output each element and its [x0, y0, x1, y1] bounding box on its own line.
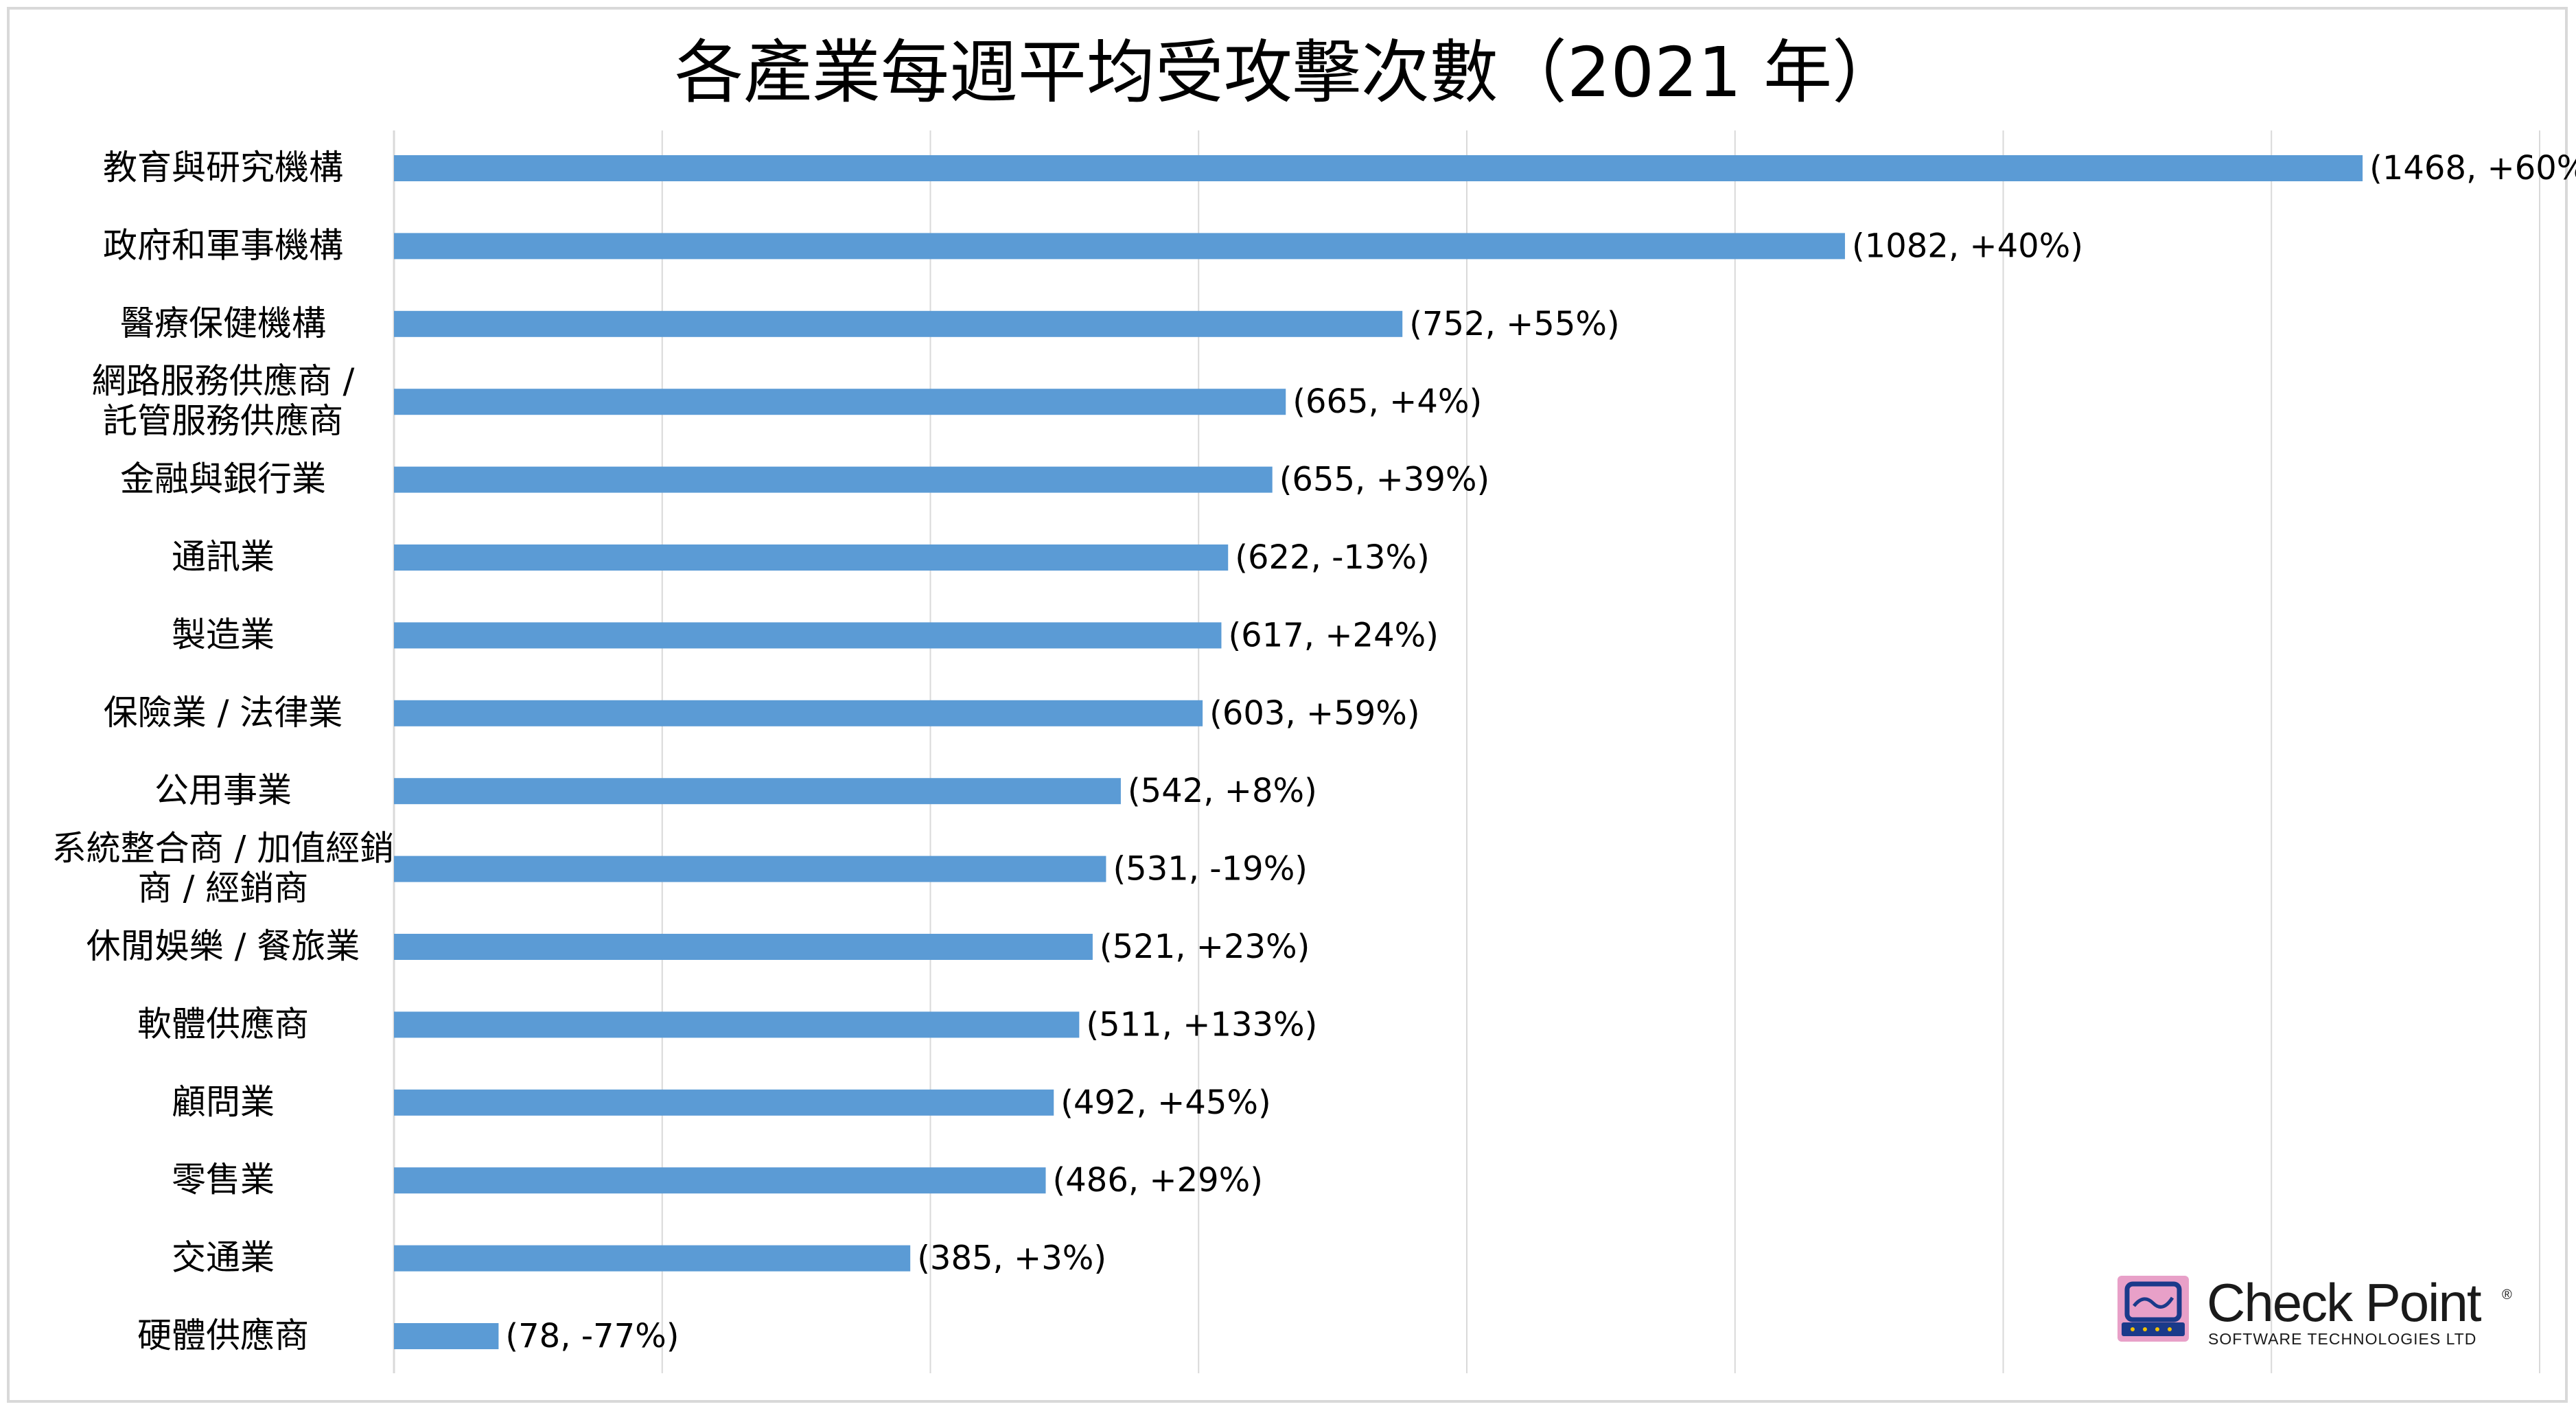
bar: [394, 934, 1093, 960]
category-label: 硬體供應商: [137, 1316, 309, 1355]
bar: [394, 700, 1203, 726]
category-label: 醫療保健機構: [120, 303, 326, 343]
bar: [394, 778, 1121, 805]
bar: [394, 1167, 1046, 1194]
logo-tagline: SOFTWARE TECHNOLOGIES LTD: [2208, 1330, 2476, 1348]
data-label: (603, +59%): [1209, 694, 1420, 733]
data-label: (531, -19%): [1113, 850, 1308, 888]
data-label: (752, +55%): [1409, 305, 1620, 343]
bar: [394, 1089, 1054, 1116]
bar: [394, 155, 2363, 181]
data-label: (492, +45%): [1060, 1083, 1271, 1122]
data-label: (622, -13%): [1235, 538, 1430, 577]
chart-title: 各產業每週平均受攻擊次數（2021 年）: [675, 32, 1901, 113]
check-point-logo-icon: [2117, 1276, 2189, 1342]
category-label: 軟體供應商: [137, 1004, 309, 1044]
data-label: (78, -77%): [505, 1317, 679, 1355]
data-labels: (1468, +60%) (1082, +40%) (752, +55%) (665,…: [505, 149, 2576, 1355]
data-label: (486, +29%): [1053, 1161, 1264, 1200]
category-label: 教育與研究機構: [103, 148, 343, 187]
bar: [394, 1245, 911, 1272]
bar: [394, 233, 1845, 260]
data-label: (655, +39%): [1279, 461, 1490, 499]
gridlines: [393, 130, 2540, 1373]
category-label: 公用事業: [154, 770, 292, 810]
category-label: 製造業: [172, 615, 275, 654]
logo-registered-mark: ®: [2502, 1287, 2512, 1303]
bar: [394, 544, 1229, 571]
logo-name: Check Point: [2207, 1272, 2482, 1333]
bar: [394, 1011, 1080, 1038]
data-label: (1468, +60%): [2369, 149, 2576, 187]
bar: [394, 310, 1403, 337]
category-label: 休閒娛樂 / 餐旅業: [86, 926, 360, 966]
data-label: (521, +23%): [1100, 928, 1310, 966]
data-label: (511, +133%): [1086, 1005, 1317, 1044]
data-label: (665, +4%): [1292, 382, 1482, 421]
bar: [394, 1323, 499, 1349]
category-label: 顧問業: [172, 1082, 275, 1122]
data-label: (617, +24%): [1228, 616, 1439, 654]
data-label: (385, +3%): [917, 1239, 1106, 1278]
bar: [394, 389, 1286, 415]
category-label: 網路服務供應商 /託管服務供應商: [92, 361, 355, 441]
bars: [394, 155, 2363, 1349]
category-label: 零售業: [172, 1160, 275, 1200]
bar: [394, 622, 1222, 649]
check-point-logo: Check Point ® SOFTWARE TECHNOLOGIES LTD: [2117, 1272, 2512, 1348]
bar: [394, 466, 1273, 493]
category-label: 金融與銀行業: [120, 459, 326, 499]
category-label: 系統整合商 / 加值經銷商 / 經銷商: [52, 829, 395, 908]
category-label: 交通業: [172, 1238, 275, 1278]
data-label: (1082, +40%): [1852, 227, 2083, 265]
category-label: 通訊業: [172, 537, 275, 577]
bar: [394, 856, 1106, 882]
data-label: (542, +8%): [1128, 772, 1317, 810]
category-label: 保險業 / 法律業: [104, 693, 343, 733]
category-label: 政府和軍事機構: [103, 225, 343, 265]
